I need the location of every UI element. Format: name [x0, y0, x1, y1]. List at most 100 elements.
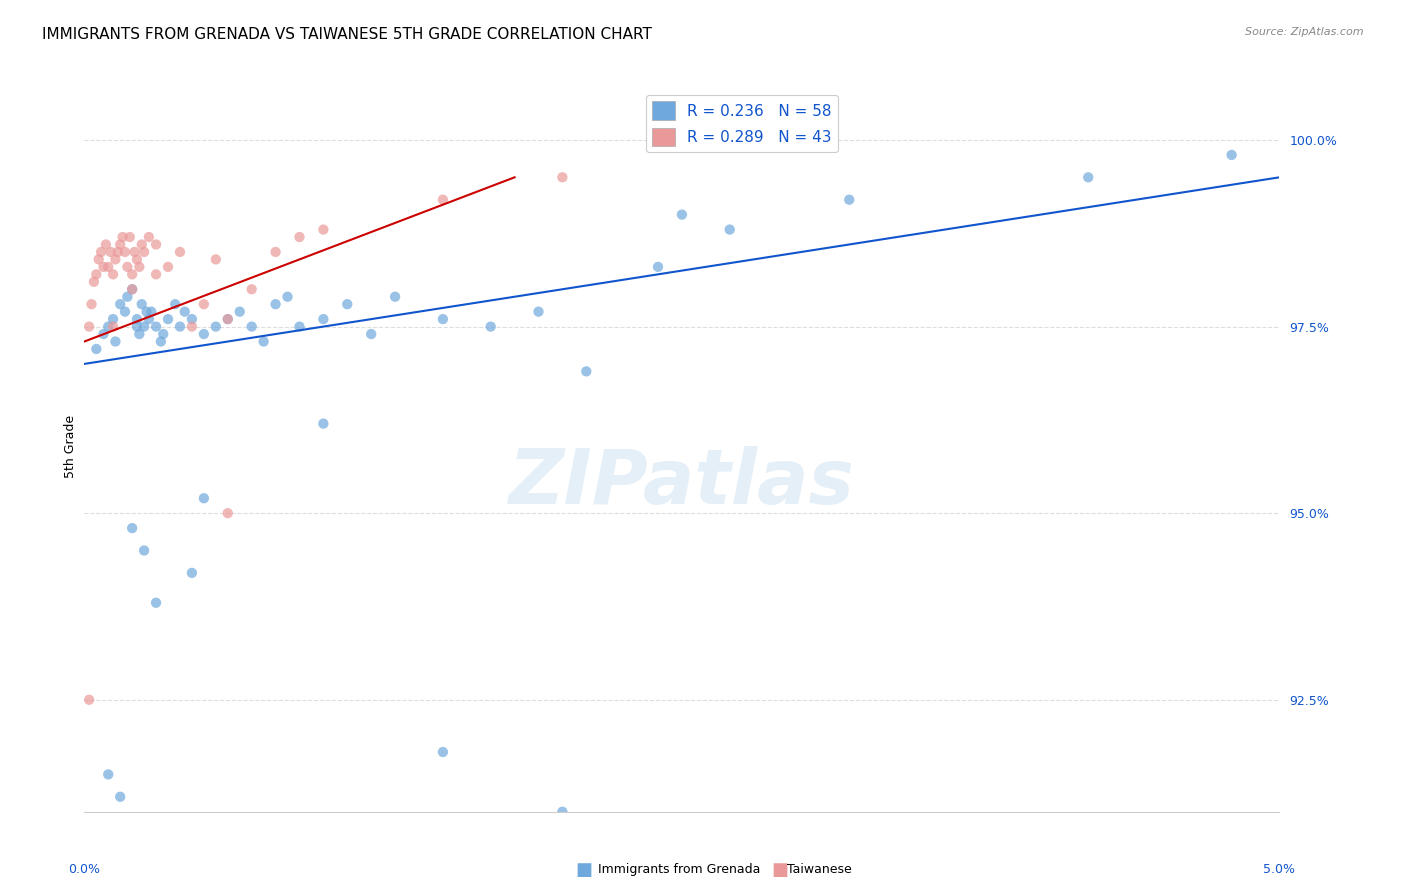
- Point: [169, 244, 191, 259]
- Point: [217, 312, 239, 326]
- Text: 0.0%: 0.0%: [69, 863, 100, 876]
- Point: [117, 260, 139, 274]
- Point: [384, 290, 406, 304]
- Point: [240, 319, 263, 334]
- Point: [110, 297, 132, 311]
- Point: [575, 364, 598, 378]
- Point: [157, 260, 180, 274]
- Point: [77, 319, 100, 334]
- Text: ■: ■: [772, 861, 789, 879]
- Point: [118, 230, 141, 244]
- Point: [165, 297, 187, 311]
- Text: IMMIGRANTS FROM GRENADA VS TAIWANESE 5TH GRADE CORRELATION CHART: IMMIGRANTS FROM GRENADA VS TAIWANESE 5TH…: [42, 27, 652, 42]
- Point: [104, 252, 127, 267]
- Text: ZIPatlas: ZIPatlas: [509, 446, 855, 519]
- Point: [671, 208, 693, 222]
- Point: [121, 282, 143, 296]
- Text: Immigrants from Grenada: Immigrants from Grenada: [598, 863, 759, 876]
- Point: [86, 268, 108, 282]
- Point: [181, 312, 204, 326]
- Point: [77, 692, 100, 706]
- Point: [83, 275, 105, 289]
- Point: [138, 312, 160, 326]
- Point: [107, 244, 129, 259]
- Point: [141, 304, 163, 318]
- Point: [181, 566, 204, 580]
- Point: [288, 230, 311, 244]
- Point: [432, 312, 454, 326]
- Point: [149, 334, 172, 349]
- Point: [101, 319, 124, 334]
- Point: [527, 304, 550, 318]
- Point: [1077, 170, 1099, 185]
- Y-axis label: 5th Grade: 5th Grade: [65, 415, 77, 477]
- Point: [479, 319, 502, 334]
- Point: [80, 297, 103, 311]
- Point: [145, 319, 167, 334]
- Point: [312, 222, 335, 236]
- Point: [253, 334, 276, 349]
- Point: [132, 319, 156, 334]
- Point: [124, 244, 146, 259]
- Point: [205, 319, 228, 334]
- Point: [169, 319, 191, 334]
- Point: [97, 319, 120, 334]
- Point: [128, 260, 150, 274]
- Point: [125, 319, 148, 334]
- Point: [114, 244, 136, 259]
- Point: [173, 304, 195, 318]
- Legend: R = 0.236   N = 58, R = 0.289   N = 43: R = 0.236 N = 58, R = 0.289 N = 43: [645, 95, 838, 153]
- Point: [181, 319, 204, 334]
- Text: Taiwanese: Taiwanese: [787, 863, 852, 876]
- Point: [145, 268, 167, 282]
- Point: [193, 297, 215, 311]
- Point: [647, 260, 669, 274]
- Point: [131, 297, 153, 311]
- Point: [131, 237, 153, 252]
- Point: [90, 244, 112, 259]
- Point: [288, 319, 311, 334]
- Point: [121, 521, 143, 535]
- Point: [111, 230, 134, 244]
- Text: ■: ■: [575, 861, 592, 879]
- Point: [312, 417, 335, 431]
- Point: [132, 543, 156, 558]
- Point: [277, 290, 299, 304]
- Point: [145, 596, 167, 610]
- Point: [205, 252, 228, 267]
- Point: [1220, 148, 1243, 162]
- Point: [93, 326, 115, 341]
- Point: [101, 312, 124, 326]
- Point: [240, 282, 263, 296]
- Point: [551, 170, 574, 185]
- Point: [97, 260, 120, 274]
- Point: [264, 244, 287, 259]
- Point: [97, 767, 120, 781]
- Point: [718, 222, 741, 236]
- Point: [193, 326, 215, 341]
- Point: [157, 312, 180, 326]
- Text: Source: ZipAtlas.com: Source: ZipAtlas.com: [1246, 27, 1364, 37]
- Point: [110, 237, 132, 252]
- Point: [551, 805, 574, 819]
- Point: [100, 244, 122, 259]
- Point: [93, 260, 115, 274]
- Point: [110, 789, 132, 804]
- Point: [217, 506, 239, 520]
- Point: [145, 237, 167, 252]
- Point: [360, 326, 382, 341]
- Point: [217, 312, 239, 326]
- Point: [121, 282, 143, 296]
- Point: [117, 290, 139, 304]
- Point: [101, 268, 124, 282]
- Point: [125, 312, 148, 326]
- Point: [432, 745, 454, 759]
- Point: [121, 268, 143, 282]
- Point: [152, 326, 174, 341]
- Point: [94, 237, 117, 252]
- Point: [336, 297, 359, 311]
- Point: [135, 304, 157, 318]
- Point: [125, 252, 148, 267]
- Point: [132, 244, 156, 259]
- Point: [229, 304, 252, 318]
